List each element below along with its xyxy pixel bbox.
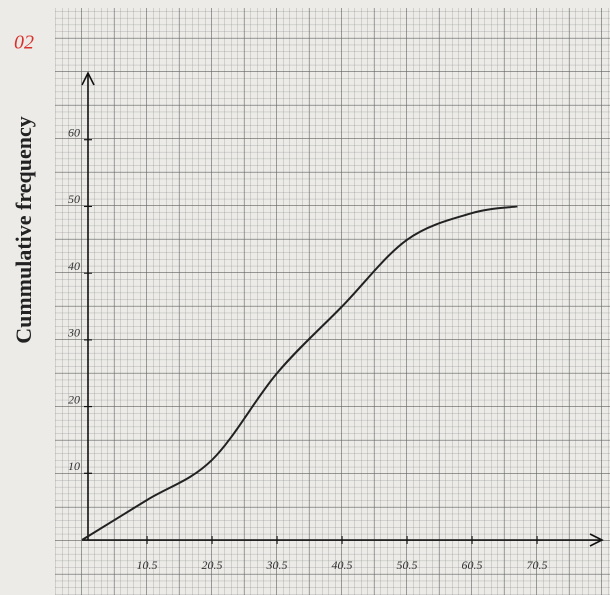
x-tick-label: 20.5 <box>202 558 223 572</box>
x-tick-label: 70.5 <box>527 558 548 572</box>
x-axis-arrow <box>589 533 604 547</box>
graph-paper <box>55 8 610 595</box>
x-tick-label: 30.5 <box>266 558 288 572</box>
y-tick-label: 30 <box>67 326 80 340</box>
y-axis-arrow <box>81 71 95 86</box>
y-tick-label: 10 <box>68 459 80 473</box>
y-tick-label: 40 <box>68 259 80 273</box>
x-tick-label: 60.5 <box>462 558 483 572</box>
x-tick-label: 10.5 <box>137 558 158 572</box>
y-tick-label: 60 <box>68 125 80 139</box>
ogive-curve <box>81 205 518 541</box>
plot-area: 10.5 20.5 30.5 40.5 50.5 60.5 70.5 10 20 30 40 50 60 <box>67 71 604 572</box>
y-tick-label: 20 <box>68 392 80 406</box>
x-tick-label: 40.5 <box>332 558 353 572</box>
annotation: 02 <box>14 32 34 54</box>
y-axis-label: Cummulative frequency <box>11 116 36 344</box>
y-tick-label: 50 <box>68 192 80 206</box>
x-tick-label: 50.5 <box>397 558 418 572</box>
